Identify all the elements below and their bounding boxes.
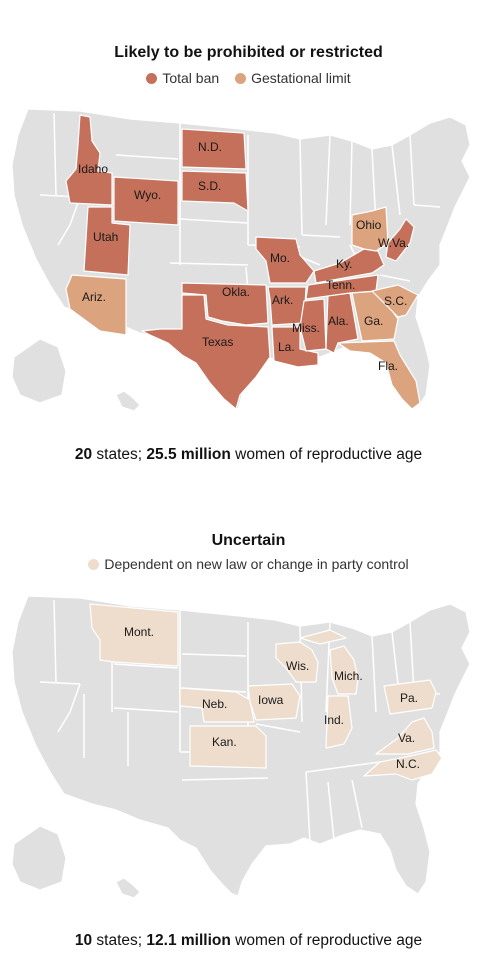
- label-oklahoma: Okla.: [222, 285, 250, 299]
- panel2-women-count: 12.1 million: [146, 932, 231, 949]
- state-idaho: [65, 114, 113, 206]
- state-michigan-up: [299, 629, 347, 645]
- state-utah: [83, 206, 131, 276]
- state-arkansas: [267, 286, 307, 326]
- total-ban-swatch: [146, 73, 158, 84]
- gestational-limit-swatch: [235, 73, 247, 84]
- state-michigan: [329, 645, 359, 695]
- label-louisiana: La.: [278, 340, 295, 354]
- label-idaho: Idaho: [78, 162, 108, 176]
- hawaii-shape: [115, 877, 141, 899]
- panel2-legend: Dependent on new law or change in party …: [0, 556, 497, 572]
- state-oklahoma: [181, 282, 269, 326]
- label-utah: Utah: [93, 230, 118, 244]
- label-wisconsin: Wis.: [286, 659, 309, 673]
- label-wyoming: Wyo.: [134, 188, 161, 202]
- panel2-caption: 10 states; 12.1 million women of reprodu…: [0, 932, 497, 950]
- alaska-shape: [11, 338, 67, 404]
- label-nebraska: Neb.: [202, 697, 227, 711]
- panel1-caption-end: women of reproductive age: [230, 446, 423, 463]
- state-louisiana: [271, 326, 319, 368]
- label-indiana: Ind.: [324, 713, 344, 727]
- panel1-map: Idaho Wyo. Utah Ariz. N.D. S.D. Okla. Te…: [11, 108, 471, 412]
- label-iowa: Iowa: [258, 693, 284, 707]
- panel1-caption-mid: states;: [92, 446, 147, 463]
- label-michigan: Mich.: [334, 669, 363, 683]
- state-north-dakota: [181, 128, 247, 170]
- label-texas: Texas: [202, 335, 233, 349]
- legend-label-uncertain: Dependent on new law or change in party …: [104, 556, 409, 572]
- panel1-title: Likely to be prohibited or restricted: [114, 44, 383, 61]
- label-georgia: Ga.: [364, 314, 383, 328]
- state-wyoming: [113, 176, 179, 226]
- state-kentucky: [313, 248, 385, 284]
- state-nebraska: [179, 687, 255, 723]
- state-kansas: [189, 725, 267, 769]
- state-indiana: [325, 695, 353, 749]
- state-west-virginia: [385, 218, 415, 262]
- legend-label-gestational-limit: Gestational limit: [251, 70, 351, 86]
- state-montana: [89, 603, 179, 667]
- panel2-caption-end: women of reproductive age: [230, 932, 423, 949]
- label-tennessee: Tenn.: [326, 278, 355, 292]
- state-south-dakota: [181, 170, 249, 212]
- state-wisconsin: [275, 641, 319, 683]
- state-south-carolina: [371, 284, 419, 318]
- state-iowa: [247, 683, 301, 721]
- label-pennsylvania: Pa.: [400, 691, 418, 705]
- panel2-caption-mid: states;: [92, 932, 147, 949]
- label-alabama: Ala.: [328, 314, 349, 328]
- legend-item-total-ban: Total ban: [146, 70, 219, 86]
- state-mississippi: [299, 298, 327, 352]
- label-north-carolina: N.C.: [396, 757, 420, 771]
- state-pennsylvania: [383, 679, 437, 715]
- label-ohio: Ohio: [356, 218, 382, 232]
- label-south-dakota: S.D.: [198, 179, 221, 193]
- label-south-carolina: S.C.: [384, 294, 407, 308]
- state-virginia: [375, 717, 435, 755]
- panel1-women-count: 25.5 million: [146, 446, 231, 463]
- panel1-legend: Total ban Gestational limit: [0, 70, 497, 86]
- panel1-state-count: 20: [74, 446, 93, 463]
- state-texas: [141, 294, 271, 410]
- label-arkansas: Ark.: [272, 293, 293, 307]
- state-ohio: [351, 206, 389, 252]
- legend-item-uncertain: Dependent on new law or change in party …: [88, 556, 409, 572]
- label-montana: Mont.: [124, 625, 154, 639]
- legend-label-total-ban: Total ban: [162, 70, 220, 86]
- label-missouri: Mo.: [270, 251, 290, 265]
- state-arizona: [65, 274, 127, 336]
- uncertain-swatch: [88, 559, 100, 570]
- label-florida: Fla.: [378, 359, 398, 373]
- alaska-shape: [11, 825, 67, 891]
- label-mississippi: Miss.: [292, 321, 320, 335]
- label-arizona: Ariz.: [82, 290, 106, 304]
- state-north-carolina: [363, 749, 443, 781]
- panel2-map: Mont. Neb. Kan. Iowa Wis. Mich. Ind. Pa.…: [11, 595, 471, 899]
- panel2-state-count: 10: [74, 932, 93, 949]
- label-kansas: Kan.: [212, 735, 237, 749]
- label-west-virginia: W.Va.: [378, 236, 409, 250]
- label-north-dakota: N.D.: [198, 140, 222, 154]
- panel2-title: Uncertain: [211, 532, 286, 549]
- state-missouri: [255, 236, 315, 284]
- label-virginia: Va.: [398, 731, 415, 745]
- hawaii-shape: [115, 390, 141, 412]
- panel1-caption: 20 states; 25.5 million women of reprodu…: [0, 446, 497, 464]
- legend-item-gestational-limit: Gestational limit: [235, 70, 351, 86]
- state-florida: [337, 340, 421, 410]
- label-kentucky: Ky.: [336, 257, 352, 271]
